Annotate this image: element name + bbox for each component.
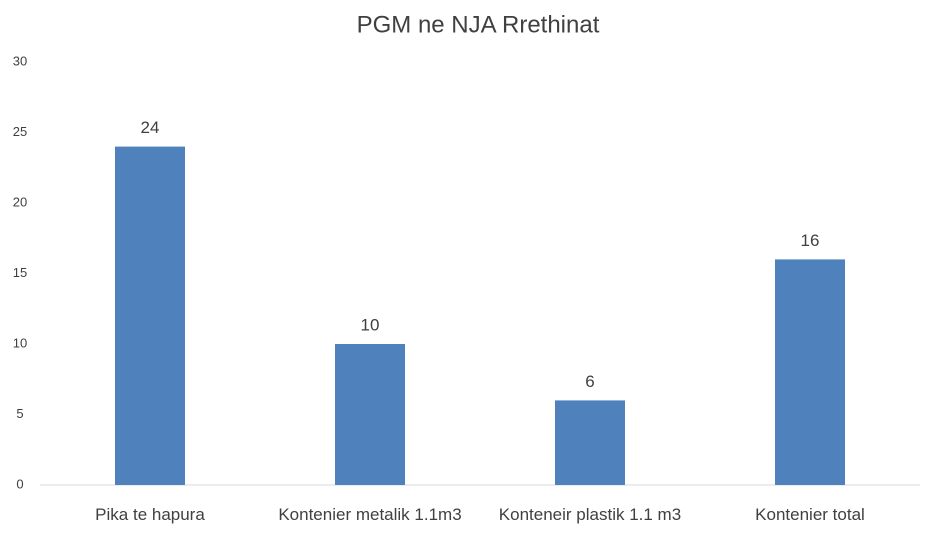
y-tick-label: 0 [16,476,23,491]
x-tick-label: Kontenier total [755,505,865,524]
x-tick-label: Kontenier metalik 1.1m3 [278,505,462,524]
x-tick-label: Pika te hapura [95,505,205,524]
data-label: 16 [801,231,820,250]
bar [335,344,405,485]
data-label: 10 [361,315,380,334]
bar [115,146,185,485]
y-tick-label: 30 [13,53,27,68]
y-tick-label: 10 [13,335,27,350]
y-tick-label: 25 [13,124,27,139]
data-label: 24 [141,118,160,137]
y-tick-label: 20 [13,194,27,209]
data-label: 6 [585,372,594,391]
x-tick-label: Konteneir plastik 1.1 m3 [498,505,682,524]
chart-title: PGM ne NJA Rrethinat [357,11,600,38]
y-tick-label: 15 [13,265,27,280]
y-tick-label: 5 [16,406,23,421]
bar [775,259,845,485]
bar [555,400,625,485]
